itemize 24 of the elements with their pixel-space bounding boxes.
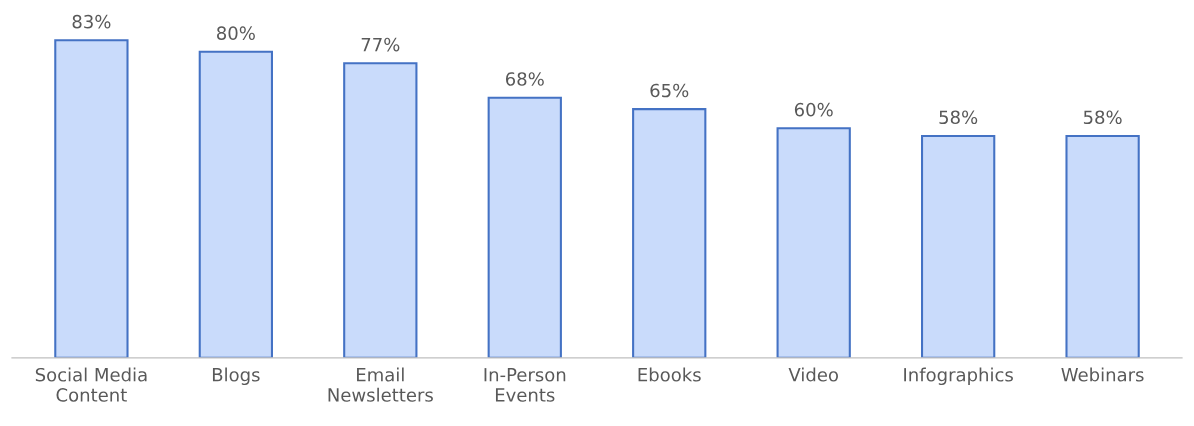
bar bbox=[198, 50, 274, 358]
data-label: 58% bbox=[939, 110, 978, 125]
bar bbox=[54, 39, 129, 358]
x-tick-label: Ebooks bbox=[638, 367, 701, 382]
data-label: 60% bbox=[794, 102, 833, 117]
x-tick-label: Email Newsletters bbox=[328, 367, 433, 402]
x-tick-label: Blogs bbox=[212, 367, 260, 386]
bar bbox=[632, 108, 707, 358]
data-label: 68% bbox=[505, 72, 544, 86]
data-label: 77% bbox=[361, 37, 400, 52]
data-label: 58% bbox=[1083, 110, 1122, 125]
data-label: 65% bbox=[650, 83, 689, 98]
bar bbox=[776, 127, 851, 358]
data-label: 83% bbox=[72, 14, 111, 29]
x-tick-label: Video bbox=[788, 367, 838, 382]
bar bbox=[1065, 134, 1140, 358]
data-label: 80% bbox=[217, 26, 255, 40]
x-tick-label: Webinars bbox=[1061, 367, 1144, 382]
x-tick-label: Infographics bbox=[904, 367, 1013, 386]
x-tick-label: In-Person Events bbox=[484, 368, 566, 402]
bar bbox=[920, 134, 996, 358]
x-tick-label: Social Media Content bbox=[35, 367, 147, 402]
bar bbox=[343, 62, 418, 358]
bar bbox=[487, 96, 562, 358]
